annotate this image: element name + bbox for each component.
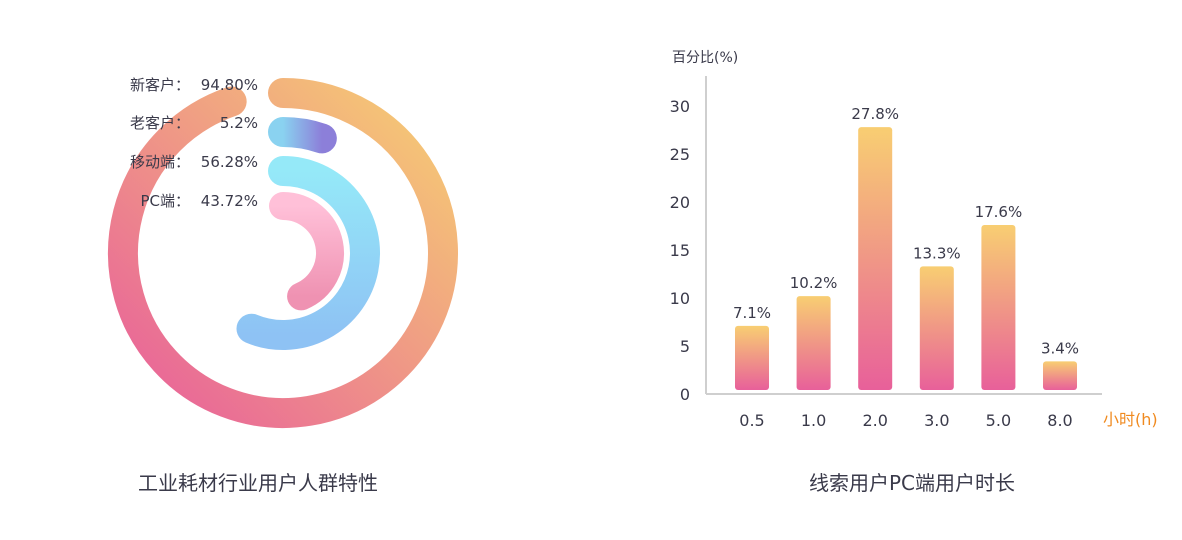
x-tick-label: 5.0 [986, 411, 1011, 430]
radial-arc-1 [108, 78, 458, 428]
y-tick-label: 30 [670, 97, 690, 116]
bar [796, 296, 831, 390]
bar-value-label: 7.1% [733, 304, 771, 322]
radial-series-label: 移动端： [130, 153, 190, 171]
y-tick-label: 20 [670, 193, 690, 212]
radial-arc-2 [268, 117, 337, 154]
x-tick-label: 8.0 [1047, 411, 1072, 430]
bar-chart-title: 线索用户PC端用户时长 [809, 471, 1015, 495]
bar-chart-y-axis-label: 百分比(%) [672, 50, 738, 66]
radial-value-label: 56.28% [201, 153, 258, 171]
radial-arc-4 [269, 192, 344, 311]
radial-series-label: PC端： [140, 192, 190, 210]
y-tick-label: 25 [670, 145, 690, 164]
bar-value-label: 3.4% [1041, 339, 1079, 357]
bar [1043, 361, 1077, 390]
y-tick-label: 0 [680, 385, 690, 404]
bar-value-label: 10.2% [790, 274, 838, 292]
radial-value-label: 43.72% [201, 192, 258, 210]
y-tick-label: 15 [670, 241, 690, 260]
x-tick-label: 2.0 [862, 411, 887, 430]
bar-chart: 0 5 10 15 20 25 30 7.1% 0.5 10.2% 1.0 27.8% 2.0 13.3%… [670, 76, 1102, 430]
bar [858, 127, 893, 391]
radial-chart: 新客户： 94.80% 老客户： 5.2% 移动端： 56.28% PC端： 43.72% [108, 76, 458, 428]
bar [919, 266, 954, 390]
bar [735, 325, 769, 390]
radial-value-label: 94.80% [201, 76, 258, 94]
radial-arc-3 [236, 156, 380, 350]
bar [981, 225, 1016, 390]
bar-value-label: 27.8% [851, 105, 899, 123]
radial-value-label: 5.2% [220, 114, 258, 132]
x-tick-label: 3.0 [924, 411, 949, 430]
x-tick-label: 1.0 [801, 411, 826, 430]
radial-chart-title: 工业耗材行业用户人群特性 [138, 471, 378, 495]
radial-series-label: 老客户： [130, 114, 190, 132]
x-tick-label: 0.5 [739, 411, 764, 430]
bar-value-label: 17.6% [975, 203, 1023, 221]
bar-chart-x-axis-label: 小时(h) [1103, 410, 1158, 429]
bar-value-label: 13.3% [913, 244, 961, 262]
y-tick-label: 5 [680, 337, 690, 356]
y-tick-label: 10 [670, 289, 690, 308]
radial-series-label: 新客户： [130, 76, 190, 94]
